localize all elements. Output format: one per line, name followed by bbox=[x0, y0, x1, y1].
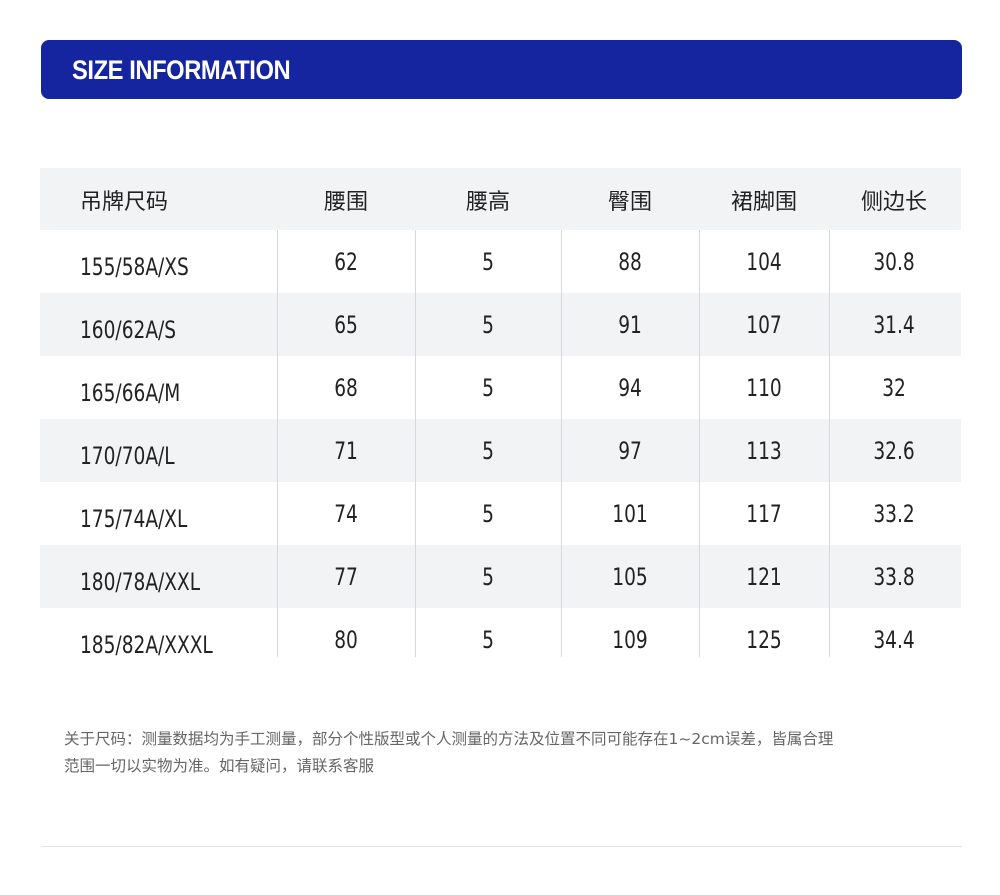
section-banner: SIZE INFORMATION bbox=[41, 40, 962, 99]
waist-height-cell: 5 bbox=[482, 247, 494, 276]
side-length-cell: 33.8 bbox=[873, 562, 915, 591]
waist-cell: 74 bbox=[334, 499, 358, 528]
hip-cell: 109 bbox=[612, 625, 648, 654]
column-divider bbox=[561, 230, 562, 657]
table-row: 180/78A/XXL 77 5 105 121 33.8 bbox=[40, 545, 961, 608]
side-length-cell: 33.2 bbox=[873, 499, 915, 528]
waist-height-cell: 5 bbox=[482, 625, 494, 654]
waist-height-cell: 5 bbox=[482, 310, 494, 339]
column-header-waist-height: 腰高 bbox=[465, 190, 510, 215]
section-title: SIZE INFORMATION bbox=[72, 55, 291, 85]
column-divider bbox=[415, 230, 416, 657]
hem-cell: 110 bbox=[746, 373, 782, 402]
side-length-cell: 30.8 bbox=[873, 247, 915, 276]
waist-height-cell: 5 bbox=[482, 373, 494, 402]
size-note-line-1: 关于尺码：测量数据均为手工测量，部分个性版型或个人测量的方法及位置不同可能存在1… bbox=[64, 730, 834, 748]
hip-cell: 94 bbox=[618, 373, 642, 402]
side-length-cell: 32.6 bbox=[873, 436, 915, 465]
waist-cell: 65 bbox=[334, 310, 358, 339]
table-row: 175/74A/XL 74 5 101 117 33.2 bbox=[40, 482, 961, 545]
size-tag-cell: 185/82A/XXXL bbox=[80, 630, 213, 659]
size-tag-cell: 165/66A/M bbox=[80, 378, 181, 407]
table-row: 160/62A/S 65 5 91 107 31.4 bbox=[40, 293, 961, 356]
waist-cell: 80 bbox=[334, 625, 358, 654]
divider bbox=[41, 846, 962, 847]
column-header-hip: 臀围 bbox=[607, 190, 652, 215]
hem-cell: 113 bbox=[746, 436, 782, 465]
waist-cell: 77 bbox=[334, 562, 358, 591]
column-header-waist: 腰围 bbox=[323, 190, 368, 215]
table-row: 155/58A/XS 62 5 88 104 30.8 bbox=[40, 230, 961, 293]
hip-cell: 88 bbox=[618, 247, 642, 276]
column-header-side-length: 侧边长 bbox=[860, 190, 927, 215]
side-length-cell: 32 bbox=[882, 373, 906, 402]
table-header-row: 吊牌尺码 腰围 腰高 臀围 裙脚围 侧边长 bbox=[40, 168, 961, 230]
size-note-line-2: 范围一切以实物为准。如有疑问，请联系客服 bbox=[64, 757, 375, 775]
hip-cell: 91 bbox=[618, 310, 642, 339]
table-row: 185/82A/XXXL 80 5 109 125 34.4 bbox=[40, 608, 961, 671]
hem-cell: 107 bbox=[746, 310, 782, 339]
waist-height-cell: 5 bbox=[482, 499, 494, 528]
hem-cell: 125 bbox=[746, 625, 782, 654]
size-tag-cell: 170/70A/L bbox=[80, 441, 175, 470]
hem-cell: 121 bbox=[746, 562, 782, 591]
column-header-hem: 裙脚围 bbox=[730, 190, 797, 215]
size-tag-cell: 180/78A/XXL bbox=[80, 567, 201, 596]
hip-cell: 105 bbox=[612, 562, 648, 591]
column-divider bbox=[277, 230, 278, 657]
hip-cell: 97 bbox=[618, 436, 642, 465]
size-tag-cell: 160/62A/S bbox=[80, 315, 177, 344]
size-tag-cell: 175/74A/XL bbox=[80, 504, 188, 533]
waist-cell: 68 bbox=[334, 373, 358, 402]
hip-cell: 101 bbox=[612, 499, 648, 528]
side-length-cell: 34.4 bbox=[873, 625, 915, 654]
waist-height-cell: 5 bbox=[482, 562, 494, 591]
size-tag-cell: 155/58A/XS bbox=[80, 252, 189, 281]
column-header-size-tag: 吊牌尺码 bbox=[80, 190, 169, 215]
size-note: 关于尺码：测量数据均为手工测量，部分个性版型或个人测量的方法及位置不同可能存在1… bbox=[64, 726, 964, 780]
side-length-cell: 31.4 bbox=[873, 310, 915, 339]
size-table: 吊牌尺码 腰围 腰高 臀围 裙脚围 侧边长 155/58A/XS 62 5 88… bbox=[40, 168, 961, 671]
hem-cell: 104 bbox=[746, 247, 782, 276]
column-divider bbox=[829, 230, 830, 657]
table-row: 165/66A/M 68 5 94 110 32 bbox=[40, 356, 961, 419]
hem-cell: 117 bbox=[746, 499, 782, 528]
waist-cell: 62 bbox=[334, 247, 358, 276]
column-divider bbox=[699, 230, 700, 657]
waist-cell: 71 bbox=[334, 436, 358, 465]
table-row: 170/70A/L 71 5 97 113 32.6 bbox=[40, 419, 961, 482]
waist-height-cell: 5 bbox=[482, 436, 494, 465]
